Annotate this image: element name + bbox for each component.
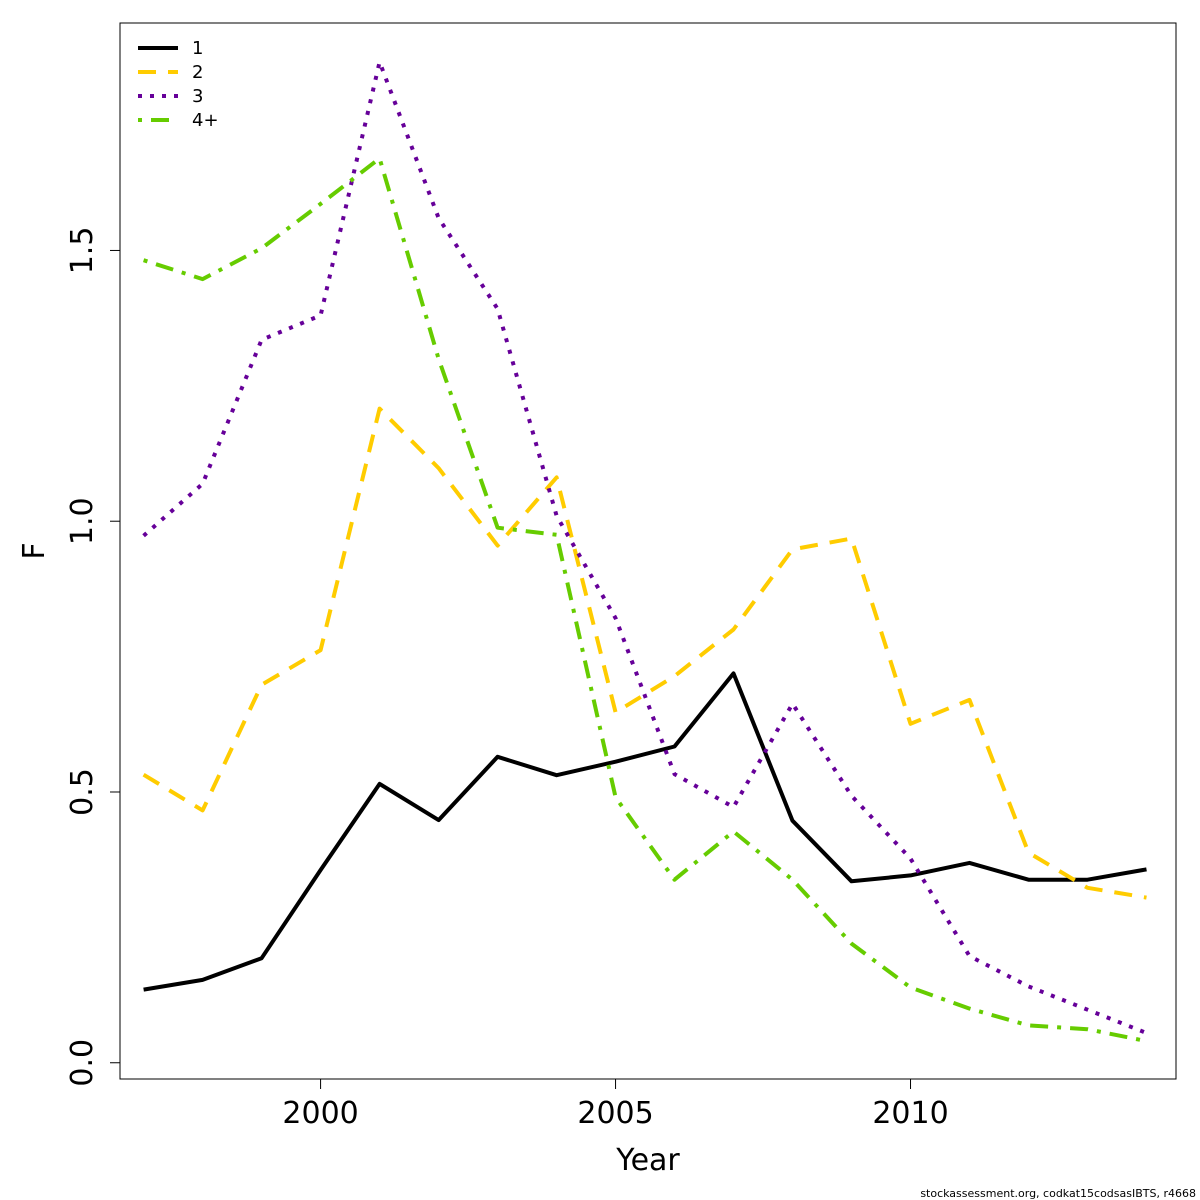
legend-label: 3 [192, 86, 203, 107]
series-line-3 [142, 60, 1148, 1035]
series-line-1 [143, 671, 1147, 992]
legend-label: 4+ [192, 110, 219, 131]
x-axis-title: Year [615, 1143, 680, 1178]
legend-label: 2 [192, 62, 203, 83]
footer-note: stockassessment.org, codkat15codsasIBTS,… [920, 1187, 1196, 1200]
x-tick-label: 2010 [872, 1096, 948, 1131]
y-tick-label: 1.0 [65, 497, 100, 545]
y-tick-label: 0.0 [65, 1039, 100, 1087]
plot-border [119, 22, 1177, 1080]
series-line-4 [142, 156, 1147, 1044]
x-tick-label: 2005 [577, 1096, 653, 1131]
y-axis: 0.0 0.5 1.0 1.5 [65, 227, 121, 1087]
y-axis-title: F [17, 542, 52, 559]
y-tick-label: 0.5 [65, 768, 100, 816]
legend-label: 1 [192, 38, 203, 59]
series-layer [142, 60, 1148, 1044]
legend: 1 2 3 4+ [138, 38, 219, 131]
y-tick-label: 1.5 [65, 227, 100, 275]
x-tick-label: 2000 [282, 1096, 358, 1131]
x-axis: 2000 2005 2010 [282, 1078, 949, 1131]
series-line-2 [142, 406, 1147, 900]
